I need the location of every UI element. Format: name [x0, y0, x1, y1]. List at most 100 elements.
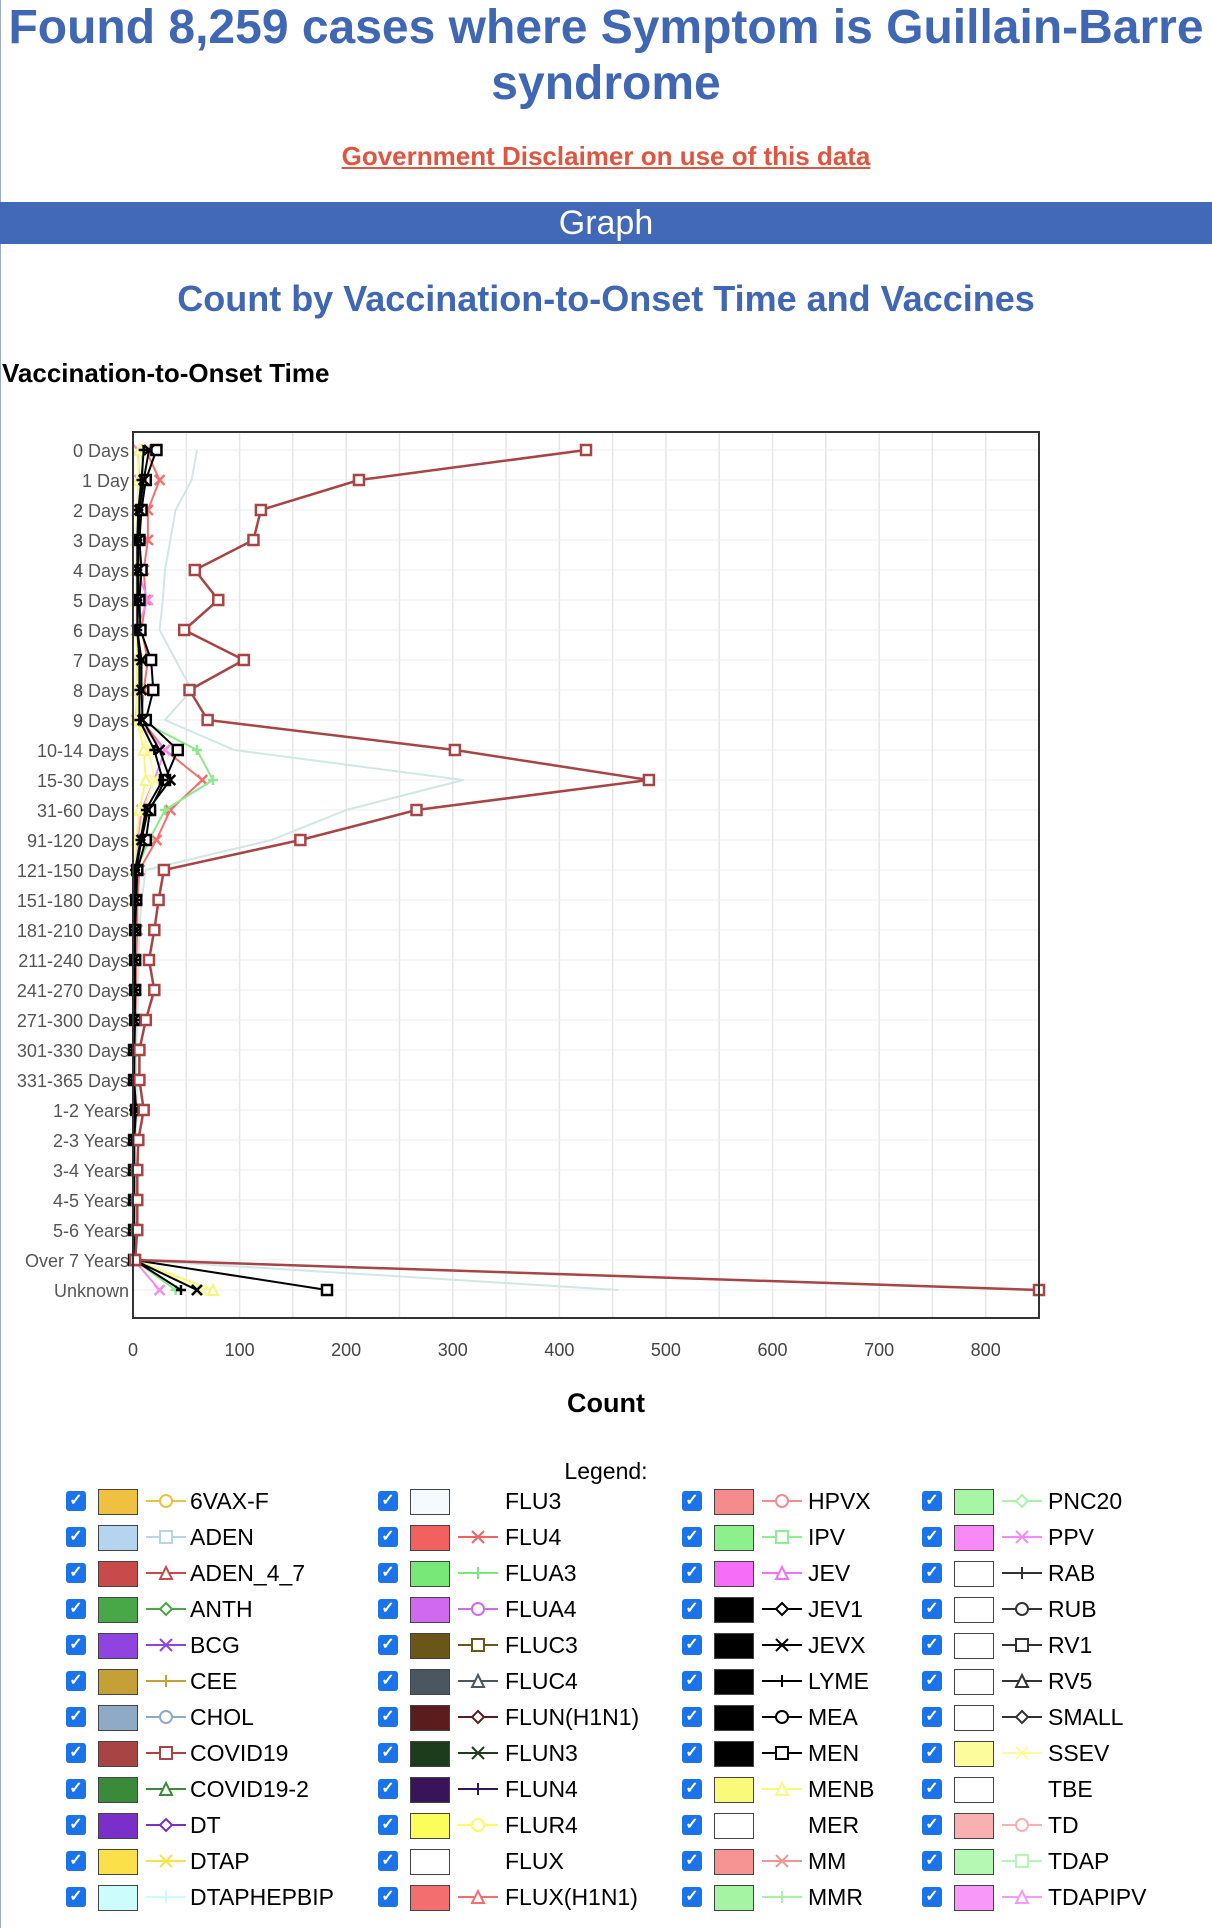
legend-checkbox-jev[interactable]: ✓ [682, 1563, 702, 1583]
legend-checkbox-flu3[interactable]: ✓ [378, 1491, 398, 1511]
legend-item-td: ✓ TD [0, 1810, 1212, 1840]
legend-checkbox-men[interactable]: ✓ [682, 1743, 702, 1763]
legend-marker-icon [458, 1777, 498, 1806]
legend-label: SMALL [1048, 1704, 1124, 1730]
legend-marker-icon [146, 1633, 186, 1662]
legend-label: MMR [808, 1884, 863, 1910]
legend-checkbox-small[interactable]: ✓ [922, 1707, 942, 1727]
legend-color-swatch [98, 1777, 138, 1803]
legend-checkbox-dt[interactable]: ✓ [66, 1815, 86, 1835]
legend-checkbox-anth[interactable]: ✓ [66, 1599, 86, 1619]
legend-label: CHOL [190, 1704, 254, 1730]
legend-checkbox-tdap[interactable]: ✓ [922, 1851, 942, 1871]
legend-checkbox-fluc3[interactable]: ✓ [378, 1635, 398, 1655]
data-point-covid19 [148, 923, 161, 937]
legend-checkbox-menb[interactable]: ✓ [682, 1779, 702, 1799]
data-point-jev1 [144, 653, 158, 667]
x-tick-label: 100 [225, 1340, 255, 1360]
legend-checkbox-fluc4[interactable]: ✓ [378, 1671, 398, 1691]
legend-color-swatch [954, 1885, 994, 1911]
legend-checkbox-ipv[interactable]: ✓ [682, 1527, 702, 1547]
legend-checkbox-ppv[interactable]: ✓ [922, 1527, 942, 1547]
legend-color-swatch [714, 1741, 754, 1767]
legend-checkbox-td[interactable]: ✓ [922, 1815, 942, 1835]
legend-item-flur4: ✓ FLUR4 [0, 1810, 1212, 1840]
legend-label: FLUR4 [505, 1812, 578, 1838]
legend-item-pnc20: ✓ PNC20 [0, 1486, 1212, 1516]
legend-checkbox-6vax-f[interactable]: ✓ [66, 1491, 86, 1511]
government-disclaimer-link[interactable]: Government Disclaimer on use of this dat… [341, 141, 871, 171]
legend-item-mm: ✓ MM [0, 1846, 1212, 1876]
legend-label: BCG [190, 1632, 240, 1658]
legend-item-ppv: ✓ PPV [0, 1522, 1212, 1552]
legend-checkbox-flu4[interactable]: ✓ [378, 1527, 398, 1547]
legend-checkbox-flux-h1n1-[interactable]: ✓ [378, 1887, 398, 1907]
data-point-flu4 [196, 774, 209, 786]
data-point-covid19 [183, 683, 196, 697]
y-tick-label: 211-240 Days [18, 951, 129, 971]
legend-checkbox-rv5[interactable]: ✓ [922, 1671, 942, 1691]
plot-frame [132, 431, 1040, 1319]
y-axis-title: Vaccination-to-Onset Time [2, 358, 330, 388]
y-tick-label: 1-2 Years [53, 1101, 129, 1121]
legend-checkbox-flur4[interactable]: ✓ [378, 1815, 398, 1835]
legend-checkbox-flun3[interactable]: ✓ [378, 1743, 398, 1763]
legend-checkbox-hpvx[interactable]: ✓ [682, 1491, 702, 1511]
legend-checkbox-flun4[interactable]: ✓ [378, 1779, 398, 1799]
legend-checkbox-jev1[interactable]: ✓ [682, 1599, 702, 1619]
legend-marker-icon [458, 1813, 498, 1842]
legend-checkbox-aden-4-7[interactable]: ✓ [66, 1563, 86, 1583]
legend-title: Legend: [564, 1458, 648, 1484]
legend-checkbox-flux[interactable]: ✓ [378, 1851, 398, 1871]
legend-checkbox-mmr[interactable]: ✓ [682, 1887, 702, 1907]
legend-marker-icon [1002, 1705, 1042, 1734]
legend-item-tdap: ✓ TDAP [0, 1846, 1212, 1876]
legend-checkbox-rv1[interactable]: ✓ [922, 1635, 942, 1655]
y-tick-label: 331-365 Days [17, 1071, 129, 1091]
legend-item-covid19-2: ✓ COVID19-2 [0, 1774, 1212, 1804]
legend-checkbox-rub[interactable]: ✓ [922, 1599, 942, 1619]
legend-checkbox-covid19-2[interactable]: ✓ [66, 1779, 86, 1799]
legend-checkbox-covid19[interactable]: ✓ [66, 1743, 86, 1763]
legend-checkbox-chol[interactable]: ✓ [66, 1707, 86, 1727]
data-point-lyme [134, 685, 145, 695]
legend-label: FLUC3 [505, 1632, 578, 1658]
legend-checkbox-pnc20[interactable]: ✓ [922, 1491, 942, 1511]
legend-checkbox-bcg[interactable]: ✓ [66, 1635, 86, 1655]
legend-label: SSEV [1048, 1740, 1110, 1766]
legend-checkbox-mea[interactable]: ✓ [682, 1707, 702, 1727]
legend-checkbox-tbe[interactable]: ✓ [922, 1779, 942, 1799]
legend-label: RV1 [1048, 1632, 1093, 1658]
legend-item-jev: ✓ JEV [0, 1558, 1212, 1588]
data-point-menb [206, 1282, 220, 1296]
legend-checkbox-tdapipv[interactable]: ✓ [922, 1887, 942, 1907]
legend-label: FLUX [505, 1848, 564, 1874]
legend-color-swatch [954, 1741, 994, 1767]
legend-checkbox-mer[interactable]: ✓ [682, 1815, 702, 1835]
legend-checkbox-dtaphepbip[interactable]: ✓ [66, 1887, 86, 1907]
legend-checkbox-dtap[interactable]: ✓ [66, 1851, 86, 1871]
legend-label: MENB [808, 1776, 875, 1802]
legend-checkbox-flun-h1n1-[interactable]: ✓ [378, 1707, 398, 1727]
legend-checkbox-rab[interactable]: ✓ [922, 1563, 942, 1583]
data-point-lyme [138, 445, 149, 455]
legend-item-chol: ✓ CHOL [0, 1702, 1212, 1732]
legend-checkbox-flua4[interactable]: ✓ [378, 1599, 398, 1619]
legend-checkbox-ssev[interactable]: ✓ [922, 1743, 942, 1763]
x-tick-label: 300 [438, 1340, 468, 1360]
legend-color-swatch [410, 1885, 450, 1911]
data-point-jevx [191, 1284, 203, 1296]
data-point-flua3 [207, 775, 218, 785]
legend-checkbox-flua3[interactable]: ✓ [378, 1563, 398, 1583]
legend-checkbox-aden[interactable]: ✓ [66, 1527, 86, 1547]
legend-checkbox-cee[interactable]: ✓ [66, 1671, 86, 1691]
data-point-ssev [148, 774, 161, 786]
legend-checkbox-jevx[interactable]: ✓ [682, 1635, 702, 1655]
legend-color-swatch [98, 1849, 138, 1875]
legend-checkbox-mm[interactable]: ✓ [682, 1851, 702, 1871]
legend-marker-icon [1002, 1561, 1042, 1590]
legend-color-swatch [954, 1633, 994, 1659]
legend-checkbox-lyme[interactable]: ✓ [682, 1671, 702, 1691]
legend-label: CEE [190, 1668, 238, 1694]
legend-label: COVID19 [190, 1740, 289, 1766]
